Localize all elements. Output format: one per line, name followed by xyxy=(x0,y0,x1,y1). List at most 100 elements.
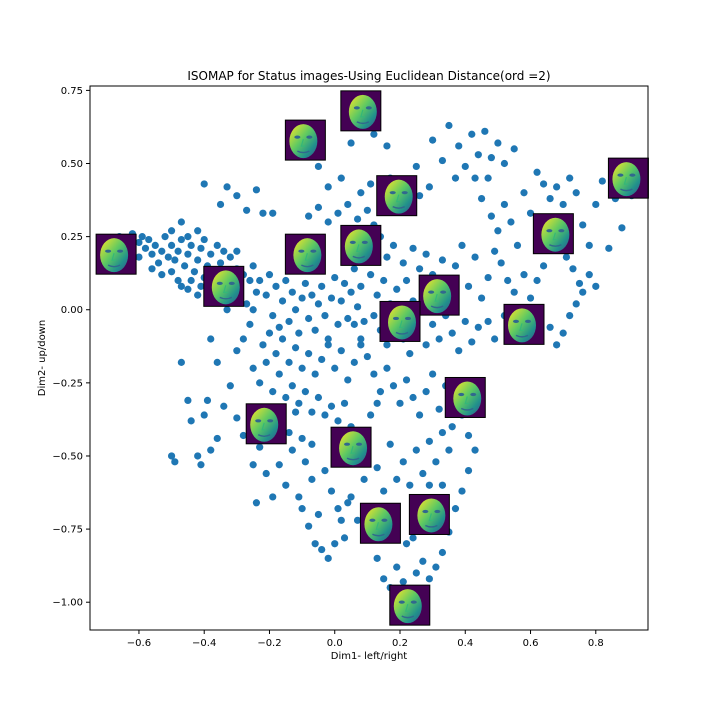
data-point xyxy=(331,540,339,548)
data-point xyxy=(383,142,391,150)
data-point xyxy=(138,233,146,241)
data-point xyxy=(438,481,447,489)
y-tick-label: 0.00 xyxy=(61,305,83,316)
data-point xyxy=(474,323,482,331)
face-eye xyxy=(294,135,301,139)
data-point xyxy=(171,458,179,466)
data-point xyxy=(340,534,349,542)
data-point xyxy=(412,446,420,454)
data-point xyxy=(161,233,169,241)
data-point xyxy=(344,200,352,209)
face-thumbnail xyxy=(444,376,486,418)
face-nose xyxy=(350,446,356,454)
data-point xyxy=(389,241,398,249)
data-point xyxy=(243,300,251,308)
data-point xyxy=(350,320,358,328)
data-point xyxy=(425,437,433,445)
data-point xyxy=(301,279,309,288)
data-point xyxy=(432,458,440,466)
face-nose xyxy=(399,320,404,329)
data-point xyxy=(510,145,518,153)
data-point xyxy=(353,215,362,223)
face-thumbnail xyxy=(389,584,431,626)
data-point xyxy=(324,554,332,562)
face-eye xyxy=(422,509,429,514)
data-point xyxy=(252,288,261,296)
y-axis-ticks: 0.75 0.50 0.25 0.00 −0.25 −0.50 −0.75 −1.00 xyxy=(52,86,90,609)
data-point xyxy=(207,250,215,258)
data-point xyxy=(145,235,153,244)
face-eye xyxy=(558,229,565,233)
data-point xyxy=(504,276,512,285)
face-mouth xyxy=(620,188,633,192)
data-point xyxy=(370,311,378,320)
face-eye xyxy=(306,135,313,139)
data-point xyxy=(314,162,323,171)
data-point xyxy=(438,256,447,264)
face-nose xyxy=(356,244,361,252)
face-eye xyxy=(228,281,235,285)
data-point xyxy=(324,341,332,349)
data-point xyxy=(363,206,371,214)
data-point xyxy=(432,563,440,571)
data-point xyxy=(402,540,411,548)
chart-title: ISOMAP for Status images-Using Euclidean… xyxy=(187,69,550,83)
data-point xyxy=(468,338,476,346)
face-mouth xyxy=(395,331,409,335)
data-point xyxy=(148,250,156,258)
data-point xyxy=(223,306,231,314)
face-mouth xyxy=(257,434,271,438)
data-point xyxy=(249,461,257,469)
data-point xyxy=(324,218,332,226)
face-eye xyxy=(353,106,360,110)
data-point xyxy=(177,358,185,366)
data-point xyxy=(259,209,267,217)
data-point xyxy=(171,256,179,264)
data-point xyxy=(461,317,469,326)
data-point xyxy=(566,174,574,182)
face-nose xyxy=(428,513,434,522)
face-mouth xyxy=(515,334,529,338)
scatter-points xyxy=(115,121,636,600)
data-point xyxy=(393,563,401,571)
data-point xyxy=(455,142,463,150)
data-point xyxy=(158,247,166,255)
data-point xyxy=(425,575,433,583)
face-eye xyxy=(393,316,399,321)
data-point xyxy=(500,159,509,168)
data-point xyxy=(383,341,391,349)
data-point xyxy=(344,376,352,384)
data-point xyxy=(393,285,401,293)
data-point xyxy=(386,440,394,448)
data-point xyxy=(314,203,323,211)
data-point xyxy=(197,282,205,290)
data-point xyxy=(265,271,274,279)
data-point xyxy=(334,417,342,425)
data-point xyxy=(174,276,182,285)
data-point xyxy=(167,452,176,460)
data-point xyxy=(321,467,329,475)
data-point xyxy=(220,402,228,410)
face-nose xyxy=(519,323,524,331)
data-point xyxy=(337,174,345,182)
face-eye xyxy=(389,191,396,195)
data-point xyxy=(187,417,195,425)
data-point xyxy=(154,259,163,267)
face-eye xyxy=(629,173,636,177)
data-point xyxy=(393,475,401,483)
data-point xyxy=(412,569,420,577)
data-point xyxy=(491,335,499,343)
data-point xyxy=(425,481,433,489)
data-point xyxy=(429,370,437,378)
data-point xyxy=(259,341,267,349)
data-point xyxy=(353,516,362,524)
data-point xyxy=(184,285,192,293)
data-point xyxy=(618,224,626,232)
data-point xyxy=(402,276,411,285)
data-point xyxy=(448,423,456,431)
data-point xyxy=(200,235,208,244)
data-point xyxy=(269,311,277,320)
face-eye xyxy=(398,600,405,604)
data-point xyxy=(383,364,391,372)
data-point xyxy=(233,347,241,355)
